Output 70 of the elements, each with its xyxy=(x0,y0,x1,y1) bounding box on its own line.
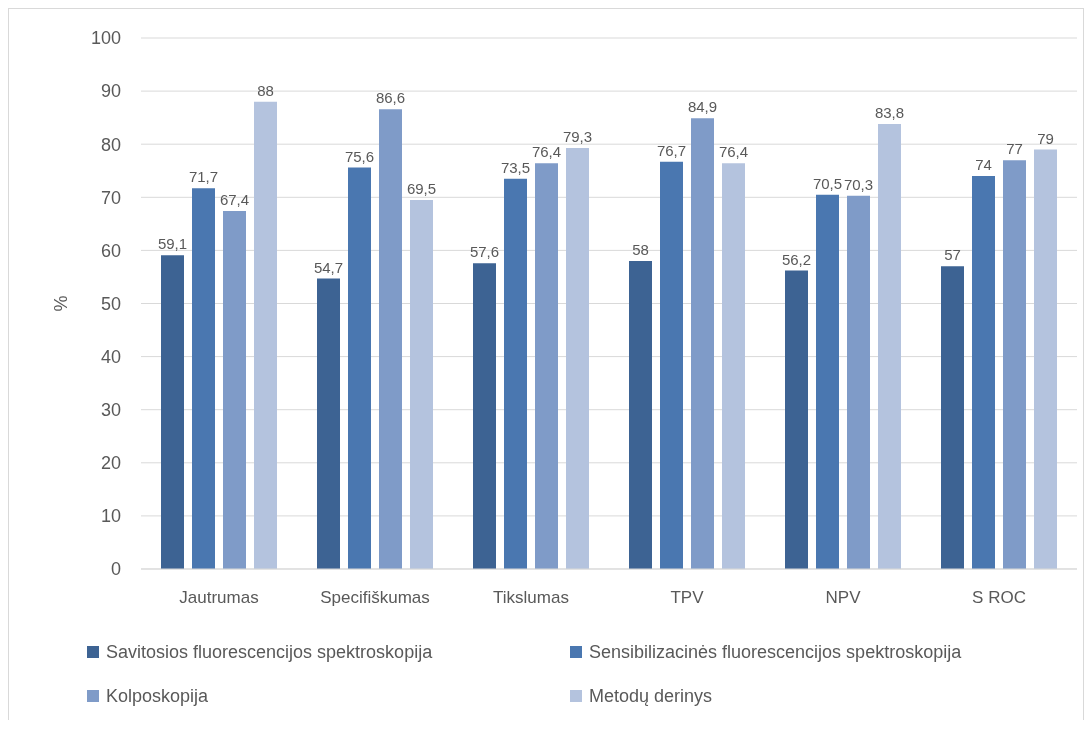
bar xyxy=(1003,160,1026,569)
x-tick-label: S ROC xyxy=(972,588,1026,608)
data-label: 67,4 xyxy=(219,191,250,209)
bar xyxy=(941,266,964,569)
data-label: 76,4 xyxy=(718,143,749,161)
y-tick-label: 80 xyxy=(100,134,121,155)
y-tick-label: 10 xyxy=(100,506,121,527)
bar xyxy=(535,163,558,569)
y-tick-label: 20 xyxy=(100,453,121,474)
bar xyxy=(816,194,839,569)
data-label: 59,1 xyxy=(157,235,188,253)
y-tick-label: 40 xyxy=(100,346,121,367)
data-label: 84,9 xyxy=(687,98,718,116)
bar xyxy=(566,147,589,569)
bar xyxy=(192,188,215,569)
bar xyxy=(972,176,995,569)
y-tick-label: 70 xyxy=(100,187,121,208)
x-tick-label: Jautrumas xyxy=(179,588,259,608)
y-tick-label: 100 xyxy=(90,28,121,49)
bar xyxy=(691,118,714,569)
legend-label: Kolposkopija xyxy=(106,685,209,707)
bar xyxy=(410,199,433,569)
bar xyxy=(504,178,527,569)
data-label: 75,6 xyxy=(344,147,375,165)
data-label: 57 xyxy=(944,246,961,264)
data-label: 83,8 xyxy=(874,104,905,122)
y-tick-label: 90 xyxy=(100,81,121,102)
legend-label: Metodų derinys xyxy=(589,685,713,707)
data-label: 86,6 xyxy=(375,89,406,107)
y-tick-label: 0 xyxy=(110,559,121,580)
x-tick-label: Specifiškumas xyxy=(320,588,430,608)
data-label: 77 xyxy=(1006,140,1023,158)
data-label: 71,7 xyxy=(188,168,219,186)
data-label: 70,3 xyxy=(843,175,874,193)
bar xyxy=(348,167,371,569)
bar xyxy=(847,195,870,569)
bar xyxy=(223,211,246,569)
legend-label: Sensibilizacinės fluorescencijos spektroskopija xyxy=(589,641,962,663)
legend-label: Savitosios fluorescencijos spektroskopija xyxy=(106,641,433,663)
bar xyxy=(317,278,340,569)
y-tick-label: 30 xyxy=(100,400,121,421)
data-label: 56,2 xyxy=(781,250,812,268)
y-axis-title: % xyxy=(51,295,71,312)
data-label: 69,5 xyxy=(406,179,437,197)
bar xyxy=(254,101,277,569)
bar xyxy=(1034,149,1057,569)
bar xyxy=(878,124,901,569)
data-label: 76,4 xyxy=(531,143,562,161)
bar xyxy=(722,163,745,569)
x-tick-label: NPV xyxy=(825,588,862,608)
bar xyxy=(379,109,402,569)
data-label: 88 xyxy=(257,81,274,99)
data-label: 79,3 xyxy=(562,127,593,145)
data-label: 58 xyxy=(632,241,649,259)
bar xyxy=(785,270,808,569)
x-tick-label: Tikslumas xyxy=(493,588,569,608)
data-label: 54,7 xyxy=(313,258,344,276)
data-label: 74 xyxy=(975,156,992,174)
bar xyxy=(473,263,496,569)
data-label: 76,7 xyxy=(656,141,687,159)
bar xyxy=(660,161,683,569)
bar xyxy=(629,261,652,569)
data-label: 57,6 xyxy=(469,243,500,261)
y-tick-label: 60 xyxy=(100,240,121,261)
data-label: 70,5 xyxy=(812,174,843,192)
data-label: 79 xyxy=(1037,129,1054,147)
x-tick-label: TPV xyxy=(670,588,705,608)
bar xyxy=(161,255,184,569)
data-label: 73,5 xyxy=(500,158,531,176)
y-tick-label: 50 xyxy=(100,293,121,314)
